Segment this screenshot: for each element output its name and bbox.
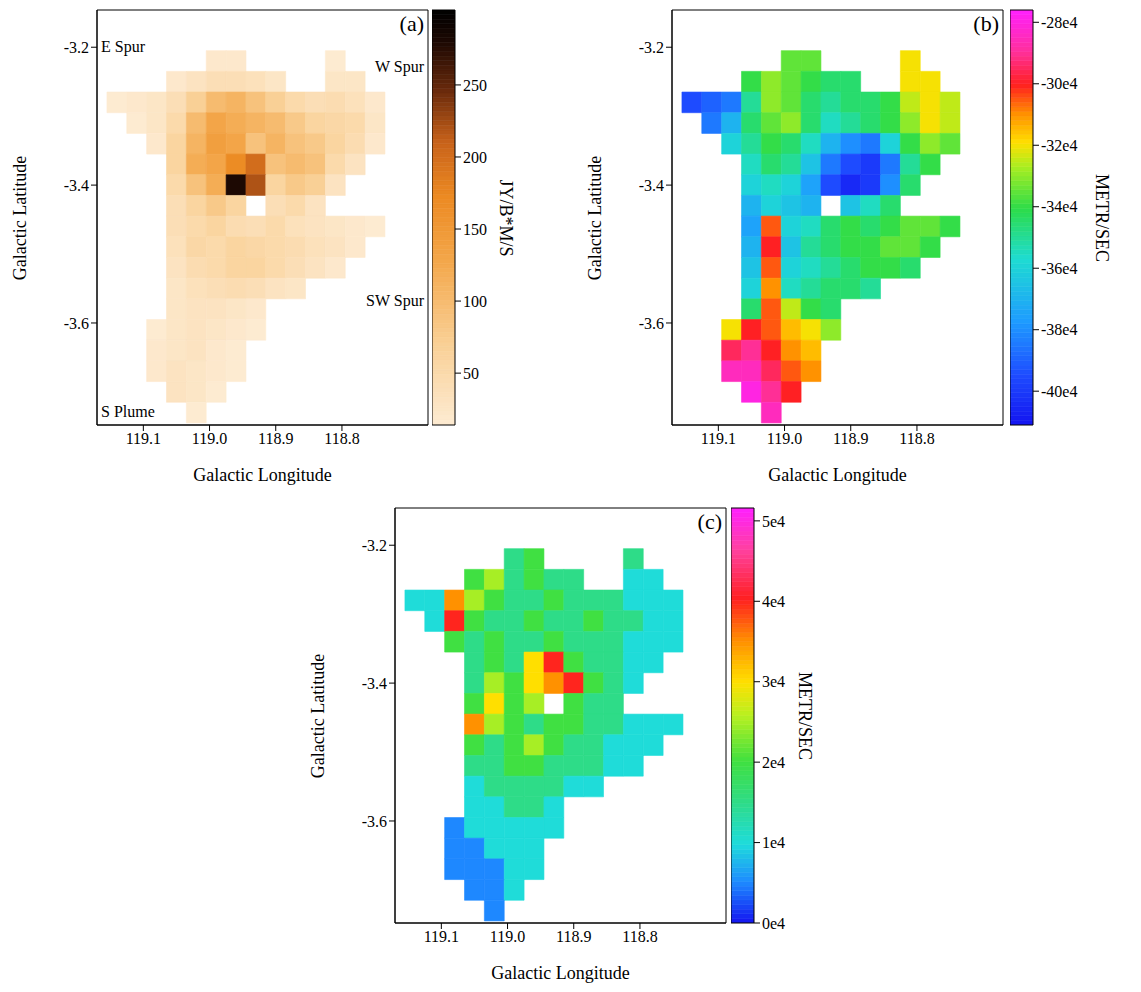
- svg-text:-3.4: -3.4: [64, 177, 89, 194]
- svg-text:118.8: 118.8: [622, 928, 657, 945]
- svg-text:-40e4: -40e4: [1041, 383, 1077, 400]
- svg-text:-30e4: -30e4: [1041, 75, 1077, 92]
- svg-text:118.9: 118.9: [556, 928, 591, 945]
- svg-text:119.0: 119.0: [490, 928, 525, 945]
- svg-text:119.1: 119.1: [701, 430, 736, 447]
- svg-text:150: 150: [463, 221, 487, 238]
- svg-text:-3.6: -3.6: [362, 813, 387, 830]
- html-text:METR/SEC: METR/SEC: [795, 671, 815, 760]
- svg-text:100: 100: [463, 293, 487, 310]
- svg-text:1e4: 1e4: [762, 834, 785, 851]
- svg-text:118.9: 118.9: [258, 430, 293, 447]
- svg-text:119.1: 119.1: [424, 928, 459, 945]
- svg-text:-3.6: -3.6: [64, 315, 89, 332]
- svg-text:-36e4: -36e4: [1041, 260, 1077, 277]
- svg-text:-38e4: -38e4: [1041, 321, 1077, 338]
- svg-text:4e4: 4e4: [762, 593, 785, 610]
- svg-text:-28e4: -28e4: [1041, 14, 1077, 31]
- svg-text:250: 250: [463, 77, 487, 94]
- html-text:Galactic Longitude: Galactic Longitude: [193, 465, 332, 485]
- svg-text:119.0: 119.0: [767, 430, 802, 447]
- html-text:E Spur: E Spur: [101, 38, 145, 55]
- svg-text:-3.4: -3.4: [362, 675, 387, 692]
- svg-text:118.9: 118.9: [833, 430, 868, 447]
- svg-text:0e4: 0e4: [762, 915, 785, 932]
- html-text:W Spur: W Spur: [375, 58, 424, 75]
- svg-text:200: 200: [463, 149, 487, 166]
- html-text:Galactic Latitude: Galactic Latitude: [308, 653, 328, 778]
- html-text:(b): (b): [973, 11, 999, 36]
- svg-text:-34e4: -34e4: [1041, 198, 1077, 215]
- svg-text:-3.2: -3.2: [639, 39, 664, 56]
- svg-text:2e4: 2e4: [762, 754, 785, 771]
- html-text:METR/SEC: METR/SEC: [1092, 173, 1112, 262]
- svg-text:5e4: 5e4: [762, 513, 785, 530]
- svg-text:50: 50: [463, 365, 479, 382]
- svg-text:-3.2: -3.2: [64, 39, 89, 56]
- svg-text:3e4: 3e4: [762, 673, 785, 690]
- svg-text:-32e4: -32e4: [1041, 137, 1077, 154]
- html-text:Galactic Latitude: Galactic Latitude: [585, 155, 605, 280]
- html-text:Galactic Longitude: Galactic Longitude: [491, 963, 630, 983]
- svg-text:-3.2: -3.2: [362, 537, 387, 554]
- html-text:Galactic Longitude: Galactic Longitude: [768, 465, 907, 485]
- svg-text:119.0: 119.0: [192, 430, 227, 447]
- svg-text:-3.4: -3.4: [639, 177, 664, 194]
- svg-text:118.8: 118.8: [899, 430, 934, 447]
- html-text:(a): (a): [399, 11, 424, 36]
- html-text:(c): (c): [697, 509, 722, 534]
- svg-text:118.8: 118.8: [324, 430, 359, 447]
- html-text:Galactic Latitude: Galactic Latitude: [10, 155, 30, 280]
- html-text:S Plume: S Plume: [101, 403, 155, 420]
- html-text:SW Spur: SW Spur: [366, 292, 424, 309]
- svg-text:119.1: 119.1: [126, 430, 161, 447]
- svg-text:-3.6: -3.6: [639, 315, 664, 332]
- html-text:JY/B*M/S: JY/B*M/S: [496, 179, 516, 256]
